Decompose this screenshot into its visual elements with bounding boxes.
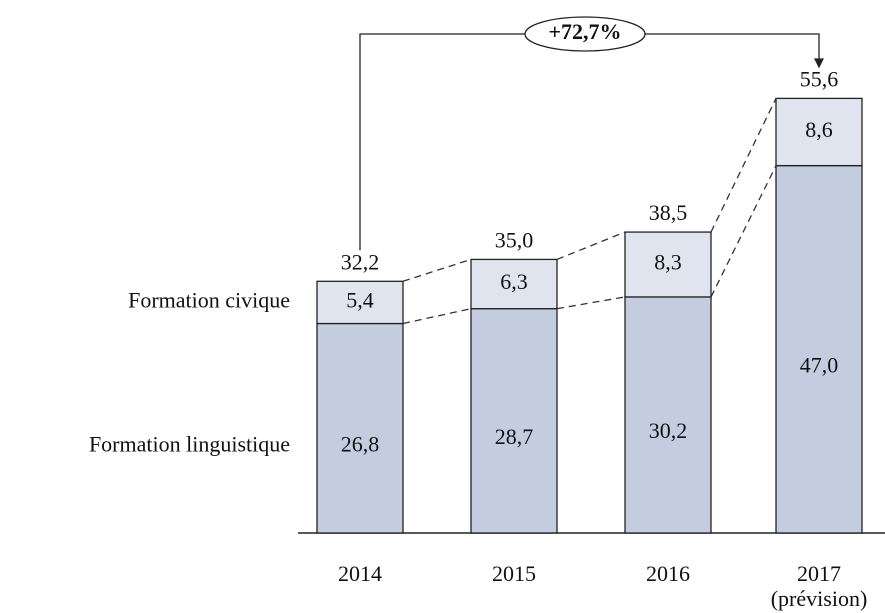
value-label: 47,0	[800, 352, 839, 377]
legend-label: Formation linguistique	[89, 431, 290, 456]
connector	[710, 165, 777, 298]
connector	[556, 231, 626, 261]
x-tick-label: 2014	[338, 561, 382, 586]
bar-segment	[316, 280, 404, 325]
value-label: 6,3	[500, 269, 528, 294]
connector	[710, 98, 777, 233]
x-tick-label: 2016	[646, 561, 690, 586]
x-tick-label: 2017	[797, 561, 841, 586]
bar-segment	[624, 296, 712, 534]
legend-label: Formation civique	[128, 287, 290, 312]
annotation-arrowhead	[814, 58, 824, 69]
bar-segment	[775, 97, 863, 167]
annotation-line	[359, 33, 820, 251]
bar-segment	[470, 258, 558, 310]
value-label: 5,4	[346, 287, 374, 312]
x-tick-label: 2015	[492, 561, 536, 586]
connector	[556, 296, 626, 310]
total-label: 55,6	[800, 66, 839, 91]
value-label: 8,6	[805, 117, 833, 142]
connector	[402, 258, 472, 282]
value-label: 8,3	[654, 250, 682, 275]
bar-segment	[775, 164, 863, 534]
value-label: 26,8	[341, 431, 380, 456]
bar-segment	[624, 231, 712, 298]
total-label: 35,0	[495, 227, 534, 252]
x-tick-note: (prévision)	[771, 586, 868, 611]
bar-segment	[470, 308, 558, 534]
connector	[402, 308, 472, 325]
value-label: 30,2	[649, 418, 688, 443]
value-label: 28,7	[495, 424, 534, 449]
bar-segment	[316, 322, 404, 534]
annotation-ellipse	[524, 16, 646, 52]
total-label: 32,2	[341, 249, 380, 274]
total-label: 38,5	[649, 200, 688, 225]
annotation: +72,7%	[548, 19, 621, 44]
